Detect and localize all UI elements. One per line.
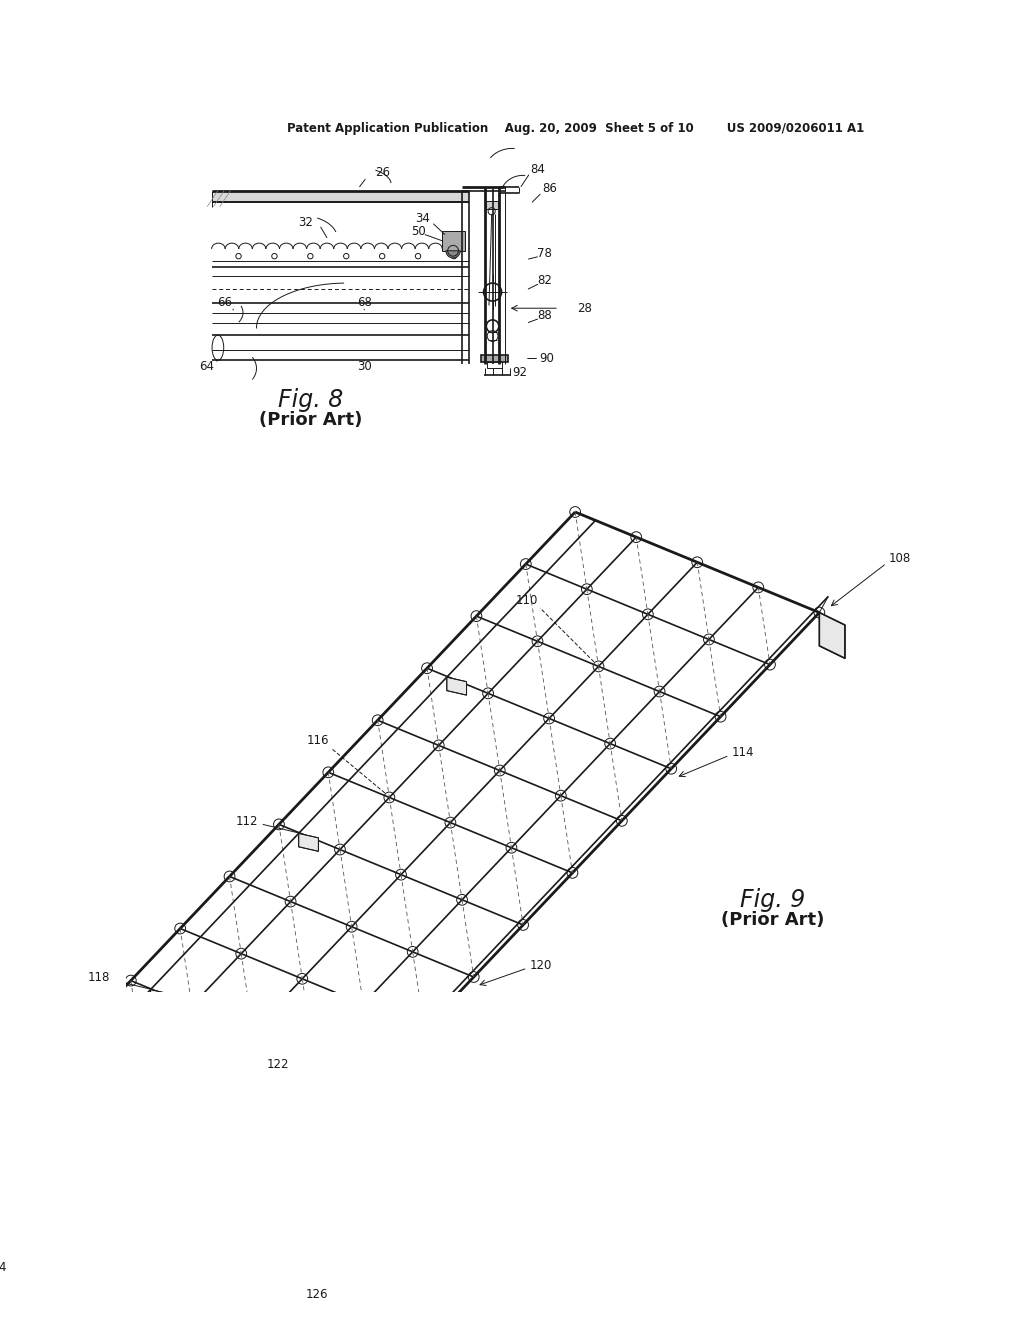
Bar — [481, 355, 508, 362]
Text: 114: 114 — [732, 746, 755, 759]
Polygon shape — [446, 677, 467, 696]
Text: 118: 118 — [87, 972, 110, 985]
Text: 50: 50 — [411, 224, 425, 238]
Text: 86: 86 — [543, 182, 557, 195]
Text: 124: 124 — [0, 1262, 7, 1274]
Text: 26: 26 — [375, 166, 390, 180]
Polygon shape — [299, 833, 318, 851]
Bar — [487, 362, 502, 368]
Text: 34: 34 — [415, 213, 430, 224]
Text: 88: 88 — [538, 309, 552, 322]
Text: 28: 28 — [577, 302, 592, 314]
Text: (Prior Art): (Prior Art) — [721, 911, 824, 929]
Text: 126: 126 — [305, 1288, 328, 1302]
Polygon shape — [819, 612, 845, 659]
Text: 82: 82 — [538, 273, 552, 286]
Text: Patent Application Publication    Aug. 20, 2009  Sheet 5 of 10        US 2009/02: Patent Application Publication Aug. 20, … — [287, 123, 864, 135]
Text: 90: 90 — [539, 352, 554, 366]
Text: 120: 120 — [529, 958, 552, 972]
Text: (Prior Art): (Prior Art) — [259, 411, 362, 429]
Bar — [442, 231, 465, 251]
Text: 30: 30 — [356, 360, 372, 374]
Text: 116: 116 — [306, 734, 329, 747]
Text: 112: 112 — [236, 816, 258, 828]
Bar — [486, 201, 498, 210]
Polygon shape — [151, 990, 170, 1007]
Text: 110: 110 — [515, 594, 538, 607]
Wedge shape — [445, 251, 460, 257]
Text: 66: 66 — [217, 296, 231, 309]
Text: Fig. 9: Fig. 9 — [740, 888, 805, 912]
Text: 92: 92 — [512, 367, 527, 379]
Text: 64: 64 — [200, 360, 215, 374]
Text: 108: 108 — [889, 552, 911, 565]
Text: 84: 84 — [530, 164, 545, 177]
Text: Fig. 8: Fig. 8 — [278, 388, 343, 412]
Text: 122: 122 — [267, 1059, 289, 1072]
Text: 32: 32 — [298, 215, 313, 228]
Text: 78: 78 — [538, 247, 552, 260]
Text: 68: 68 — [356, 296, 372, 309]
Bar — [212, 190, 469, 202]
